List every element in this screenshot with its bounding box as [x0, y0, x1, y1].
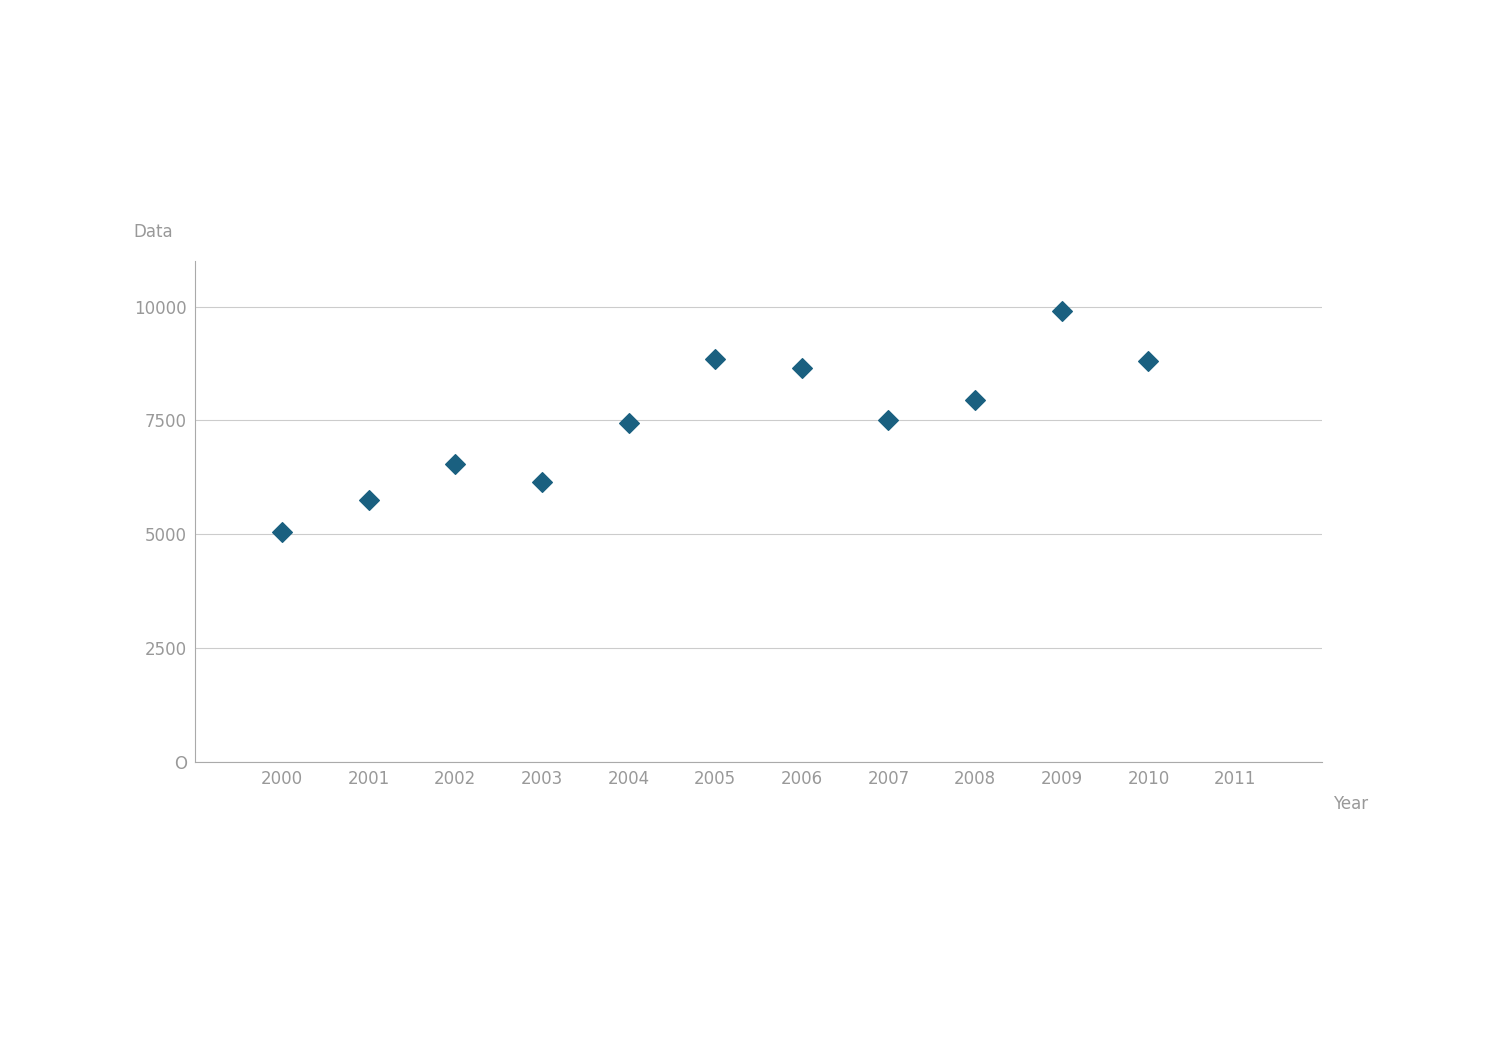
Point: [443, 455, 467, 472]
Point: [270, 524, 294, 541]
Point: [703, 351, 727, 367]
Point: [790, 360, 814, 377]
Text: Year: Year: [1334, 794, 1368, 812]
Point: [356, 492, 380, 508]
Point: [616, 414, 640, 431]
Text: Data: Data: [134, 223, 173, 241]
Point: [963, 392, 987, 408]
Point: [1137, 353, 1161, 370]
Point: [877, 412, 901, 429]
Point: [1050, 303, 1074, 319]
Point: [530, 474, 554, 491]
